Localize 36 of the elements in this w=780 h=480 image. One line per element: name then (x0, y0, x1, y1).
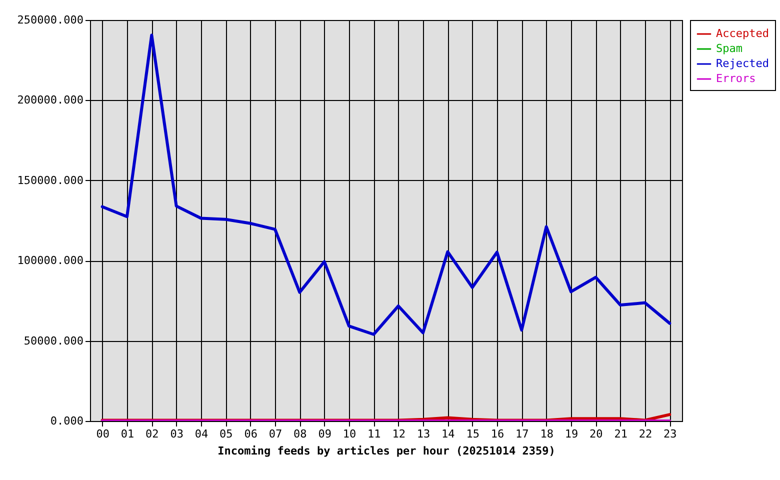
x-tick-label: 04 (194, 428, 208, 440)
y-tick-label: 250000.000 (17, 14, 84, 26)
x-tick-label: 09 (318, 428, 332, 440)
legend-label: Errors (716, 72, 756, 85)
y-tick-label: 50000.000 (24, 334, 84, 348)
x-tick-label: 21 (614, 428, 628, 440)
x-tick-label: 17 (516, 428, 529, 440)
line-series (100, 34, 672, 336)
y-tick-label: 150000.000 (17, 174, 84, 187)
legend-label: Rejected (716, 57, 769, 70)
x-axis-title: Incoming feeds by articles per hour (20251014 2359) (218, 444, 556, 458)
x-tick-label: 23 (664, 428, 677, 440)
x-tick-label: 19 (564, 428, 578, 440)
x-tick-label: 18 (540, 428, 554, 440)
x-tick-label: 13 (416, 428, 430, 440)
x-tick-label: 08 (294, 428, 307, 440)
legend-label: Spam (716, 42, 743, 55)
x-tick-label: 00 (96, 428, 110, 440)
legend-label: Accepted (716, 27, 769, 40)
y-tick-label: 0.000 (50, 414, 84, 428)
x-tick-label: 12 (392, 428, 406, 440)
x-tick-label: 14 (442, 428, 456, 440)
x-tick-label: 01 (120, 428, 134, 440)
x-tick-label: 05 (220, 428, 233, 440)
y-tick-label: 200000.000 (17, 94, 84, 107)
x-tick-label: 20 (590, 428, 603, 440)
x-tick-label: 15 (466, 428, 480, 440)
x-tick-label: 02 (146, 428, 159, 440)
x-tick-label: 06 (244, 428, 258, 440)
x-tick-label: 07 (268, 428, 282, 440)
x-tick-label: 03 (170, 428, 184, 440)
x-tick-label: 16 (490, 428, 504, 440)
x-tick-label: 22 (638, 428, 652, 440)
x-tick-label: 10 (342, 428, 356, 440)
x-tick-label: 11 (368, 428, 381, 440)
y-tick-label: 100000.000 (17, 254, 84, 268)
